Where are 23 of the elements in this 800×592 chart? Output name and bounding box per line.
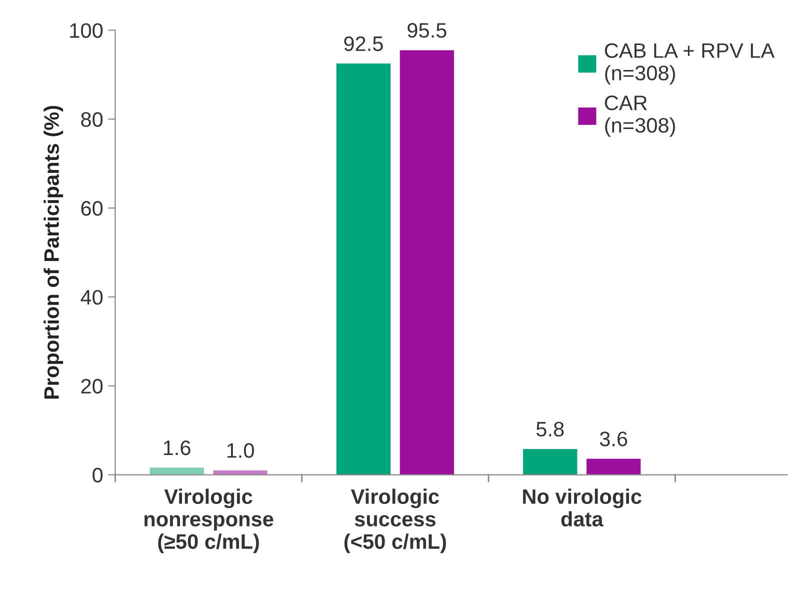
data-label: 3.6	[600, 432, 628, 446]
legend-label: CAB LA + RPV LA (n=308)	[604, 43, 775, 85]
legend-label: CAR (n=308)	[604, 96, 675, 137]
y-tick-label: 80	[81, 112, 103, 127]
y-tick-label: 40	[80, 290, 103, 305]
y-tick-label: 20	[81, 378, 103, 394]
y-tick-label: 100	[70, 23, 103, 38]
bar	[336, 64, 391, 475]
y-tick-label: 0	[92, 468, 103, 483]
data-label: 5.8	[536, 422, 564, 437]
x-tick-label: Virologic nonresponse (≥50 c/mL)	[144, 488, 274, 554]
x-tick-label: No virologic data	[523, 488, 642, 527]
y-axis-title: Proportion of Participants (%)	[44, 106, 64, 399]
data-label: 1.6	[164, 440, 190, 456]
data-label: 1.0	[227, 443, 254, 458]
bar	[523, 449, 578, 475]
bar	[150, 468, 204, 475]
bar	[400, 50, 454, 475]
bar	[586, 458, 641, 475]
data-label: 95.5	[408, 22, 446, 38]
x-tick-label: Virologic success (<50 c/mL)	[344, 488, 446, 554]
data-label: 92.5	[344, 36, 383, 52]
y-tick-label: 60	[81, 201, 103, 216]
